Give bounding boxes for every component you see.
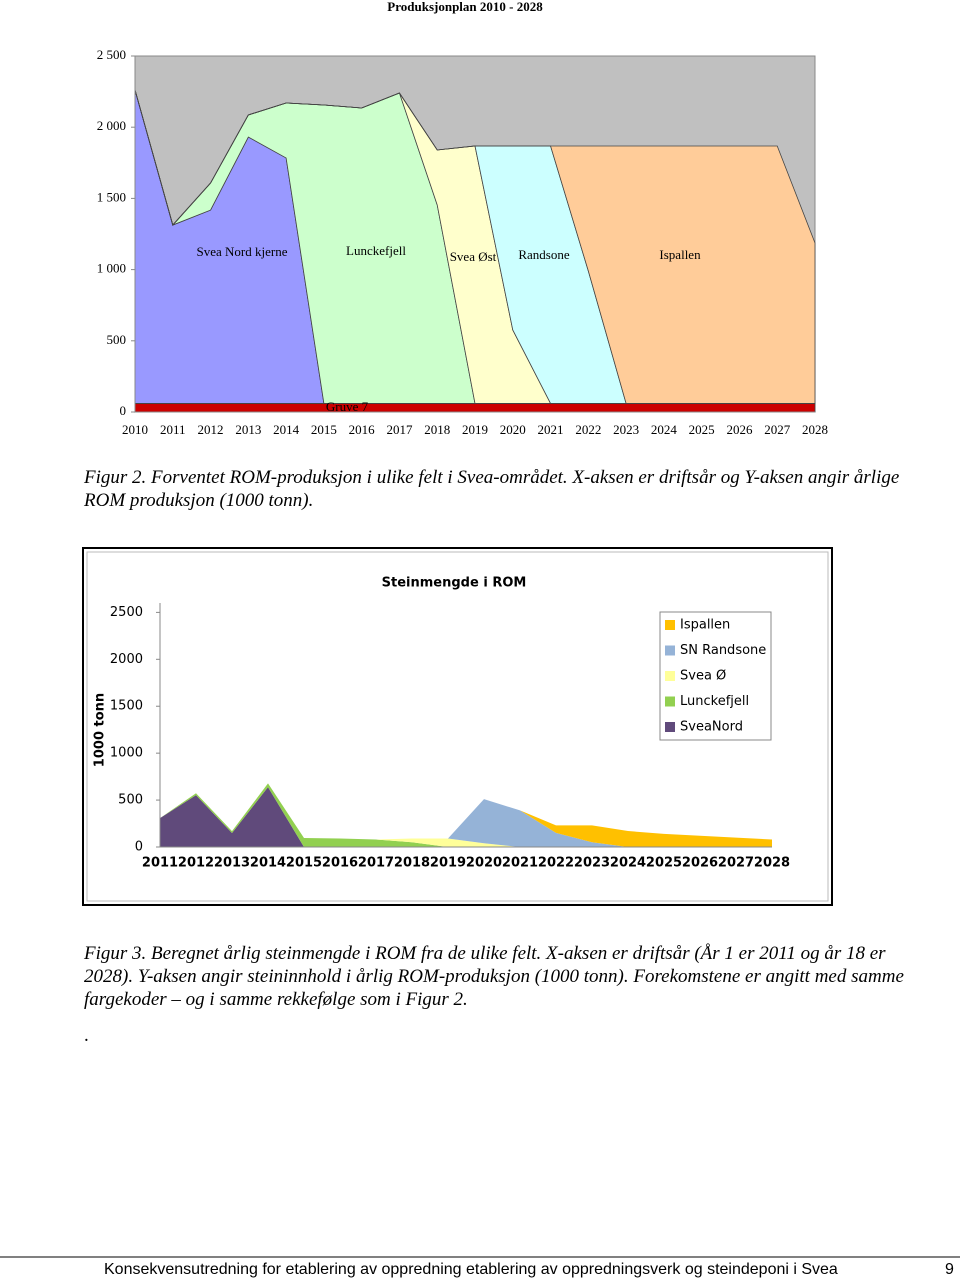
legend-label: Lunckefjell: [680, 694, 749, 709]
annotation: Randsone: [518, 247, 570, 262]
y-tick-label: 500: [107, 332, 127, 347]
x-tick-label: 2022: [575, 422, 601, 437]
legend-swatch: [665, 620, 675, 630]
x-tick-label: 2018: [424, 422, 450, 437]
x-tick-label: 2025: [646, 856, 682, 871]
x-tick-label: 2011: [142, 856, 178, 871]
legend-swatch: [665, 671, 675, 681]
legend-swatch: [665, 696, 675, 707]
chart-title: Steinmengde i ROM: [382, 576, 527, 591]
x-tick-label: 2027: [764, 422, 791, 437]
x-tick-label: 2013: [214, 856, 250, 871]
y-tick-label: 1 000: [97, 261, 126, 276]
annotation: Gruve 7: [326, 399, 369, 414]
x-tick-label: 2015: [286, 856, 322, 871]
y-tick-label: 1 500: [97, 189, 126, 204]
x-tick-label: 2023: [613, 422, 639, 437]
x-tick-label: 2016: [322, 856, 358, 871]
area: [160, 783, 772, 847]
legend-label: Svea Ø: [680, 669, 726, 684]
area: [160, 783, 772, 847]
x-tick-label: 2017: [358, 856, 394, 871]
x-tick-label: 2010: [122, 422, 148, 437]
x-tick-label: 2014: [250, 856, 286, 871]
x-tick-label: 2019: [462, 422, 488, 437]
legend-label: SveaNord: [680, 720, 743, 735]
y-tick-label: 2500: [110, 605, 143, 620]
page-number: 9: [945, 1261, 954, 1278]
x-tick-label: 2020: [466, 856, 502, 871]
x-tick-label: 2020: [500, 422, 526, 437]
x-tick-label: 2012: [198, 422, 224, 437]
caption: Figur 3. Beregnet årlig steinmengde i RO…: [84, 943, 904, 1010]
annotation: Svea Nord kjerne: [197, 244, 288, 259]
y-tick-label: 500: [118, 793, 143, 808]
area: [134, 403, 816, 413]
y-tick-label: 0: [135, 840, 143, 855]
y-axis-label: 1000 tonn: [93, 693, 108, 767]
legend-swatch: [665, 722, 675, 732]
area: [134, 89, 816, 404]
x-tick-label: 2024: [610, 856, 646, 871]
x-tick-label: 2011: [160, 422, 186, 437]
x-tick-label: 2013: [235, 422, 261, 437]
annotation: Lunckefjell: [346, 243, 406, 258]
footer-text: Konsekvensutredning for etablering av op…: [104, 1261, 838, 1278]
x-tick-label: 2028: [802, 422, 828, 437]
y-tick-label: 2 000: [97, 118, 126, 133]
legend-label: SN Randsone: [680, 643, 766, 658]
x-tick-label: 2025: [689, 422, 715, 437]
y-tick-label: 2 500: [97, 47, 126, 62]
x-tick-label: 2018: [394, 856, 430, 871]
x-tick-label: 2015: [311, 422, 337, 437]
legend-label: Ispallen: [680, 618, 730, 633]
x-tick-label: 2021: [538, 422, 564, 437]
x-tick-label: 2019: [430, 856, 466, 871]
chart-inner-frame: [86, 551, 829, 902]
x-tick-label: 2027: [718, 856, 754, 871]
x-tick-label: 2021: [502, 856, 538, 871]
y-tick-label: 1000: [110, 746, 143, 761]
x-tick-label: 2012: [178, 856, 214, 871]
x-tick-label: 2024: [651, 422, 678, 437]
dot: .: [84, 1025, 89, 1046]
y-tick-label: 2000: [110, 652, 143, 667]
x-tick-label: 2023: [574, 856, 610, 871]
annotation: Svea Øst: [450, 249, 497, 264]
y-tick-label: 1500: [110, 699, 143, 714]
x-tick-label: 2022: [538, 856, 574, 871]
x-tick-label: 2026: [726, 422, 753, 437]
chart-title: Produksjonplan 2010 - 2028: [387, 0, 543, 14]
legend-box: [659, 611, 772, 741]
x-tick-label: 2017: [386, 422, 413, 437]
x-tick-label: 2028: [754, 856, 790, 871]
x-tick-label: 2016: [349, 422, 376, 437]
legend-swatch: [665, 645, 675, 656]
annotation: Ispallen: [659, 247, 701, 262]
x-tick-label: 2014: [273, 422, 300, 437]
caption: Figur 2. Forventet ROM-produksjon i ulik…: [84, 467, 900, 511]
x-tick-label: 2026: [682, 856, 718, 871]
y-tick-label: 0: [120, 403, 127, 418]
area: [160, 787, 772, 847]
